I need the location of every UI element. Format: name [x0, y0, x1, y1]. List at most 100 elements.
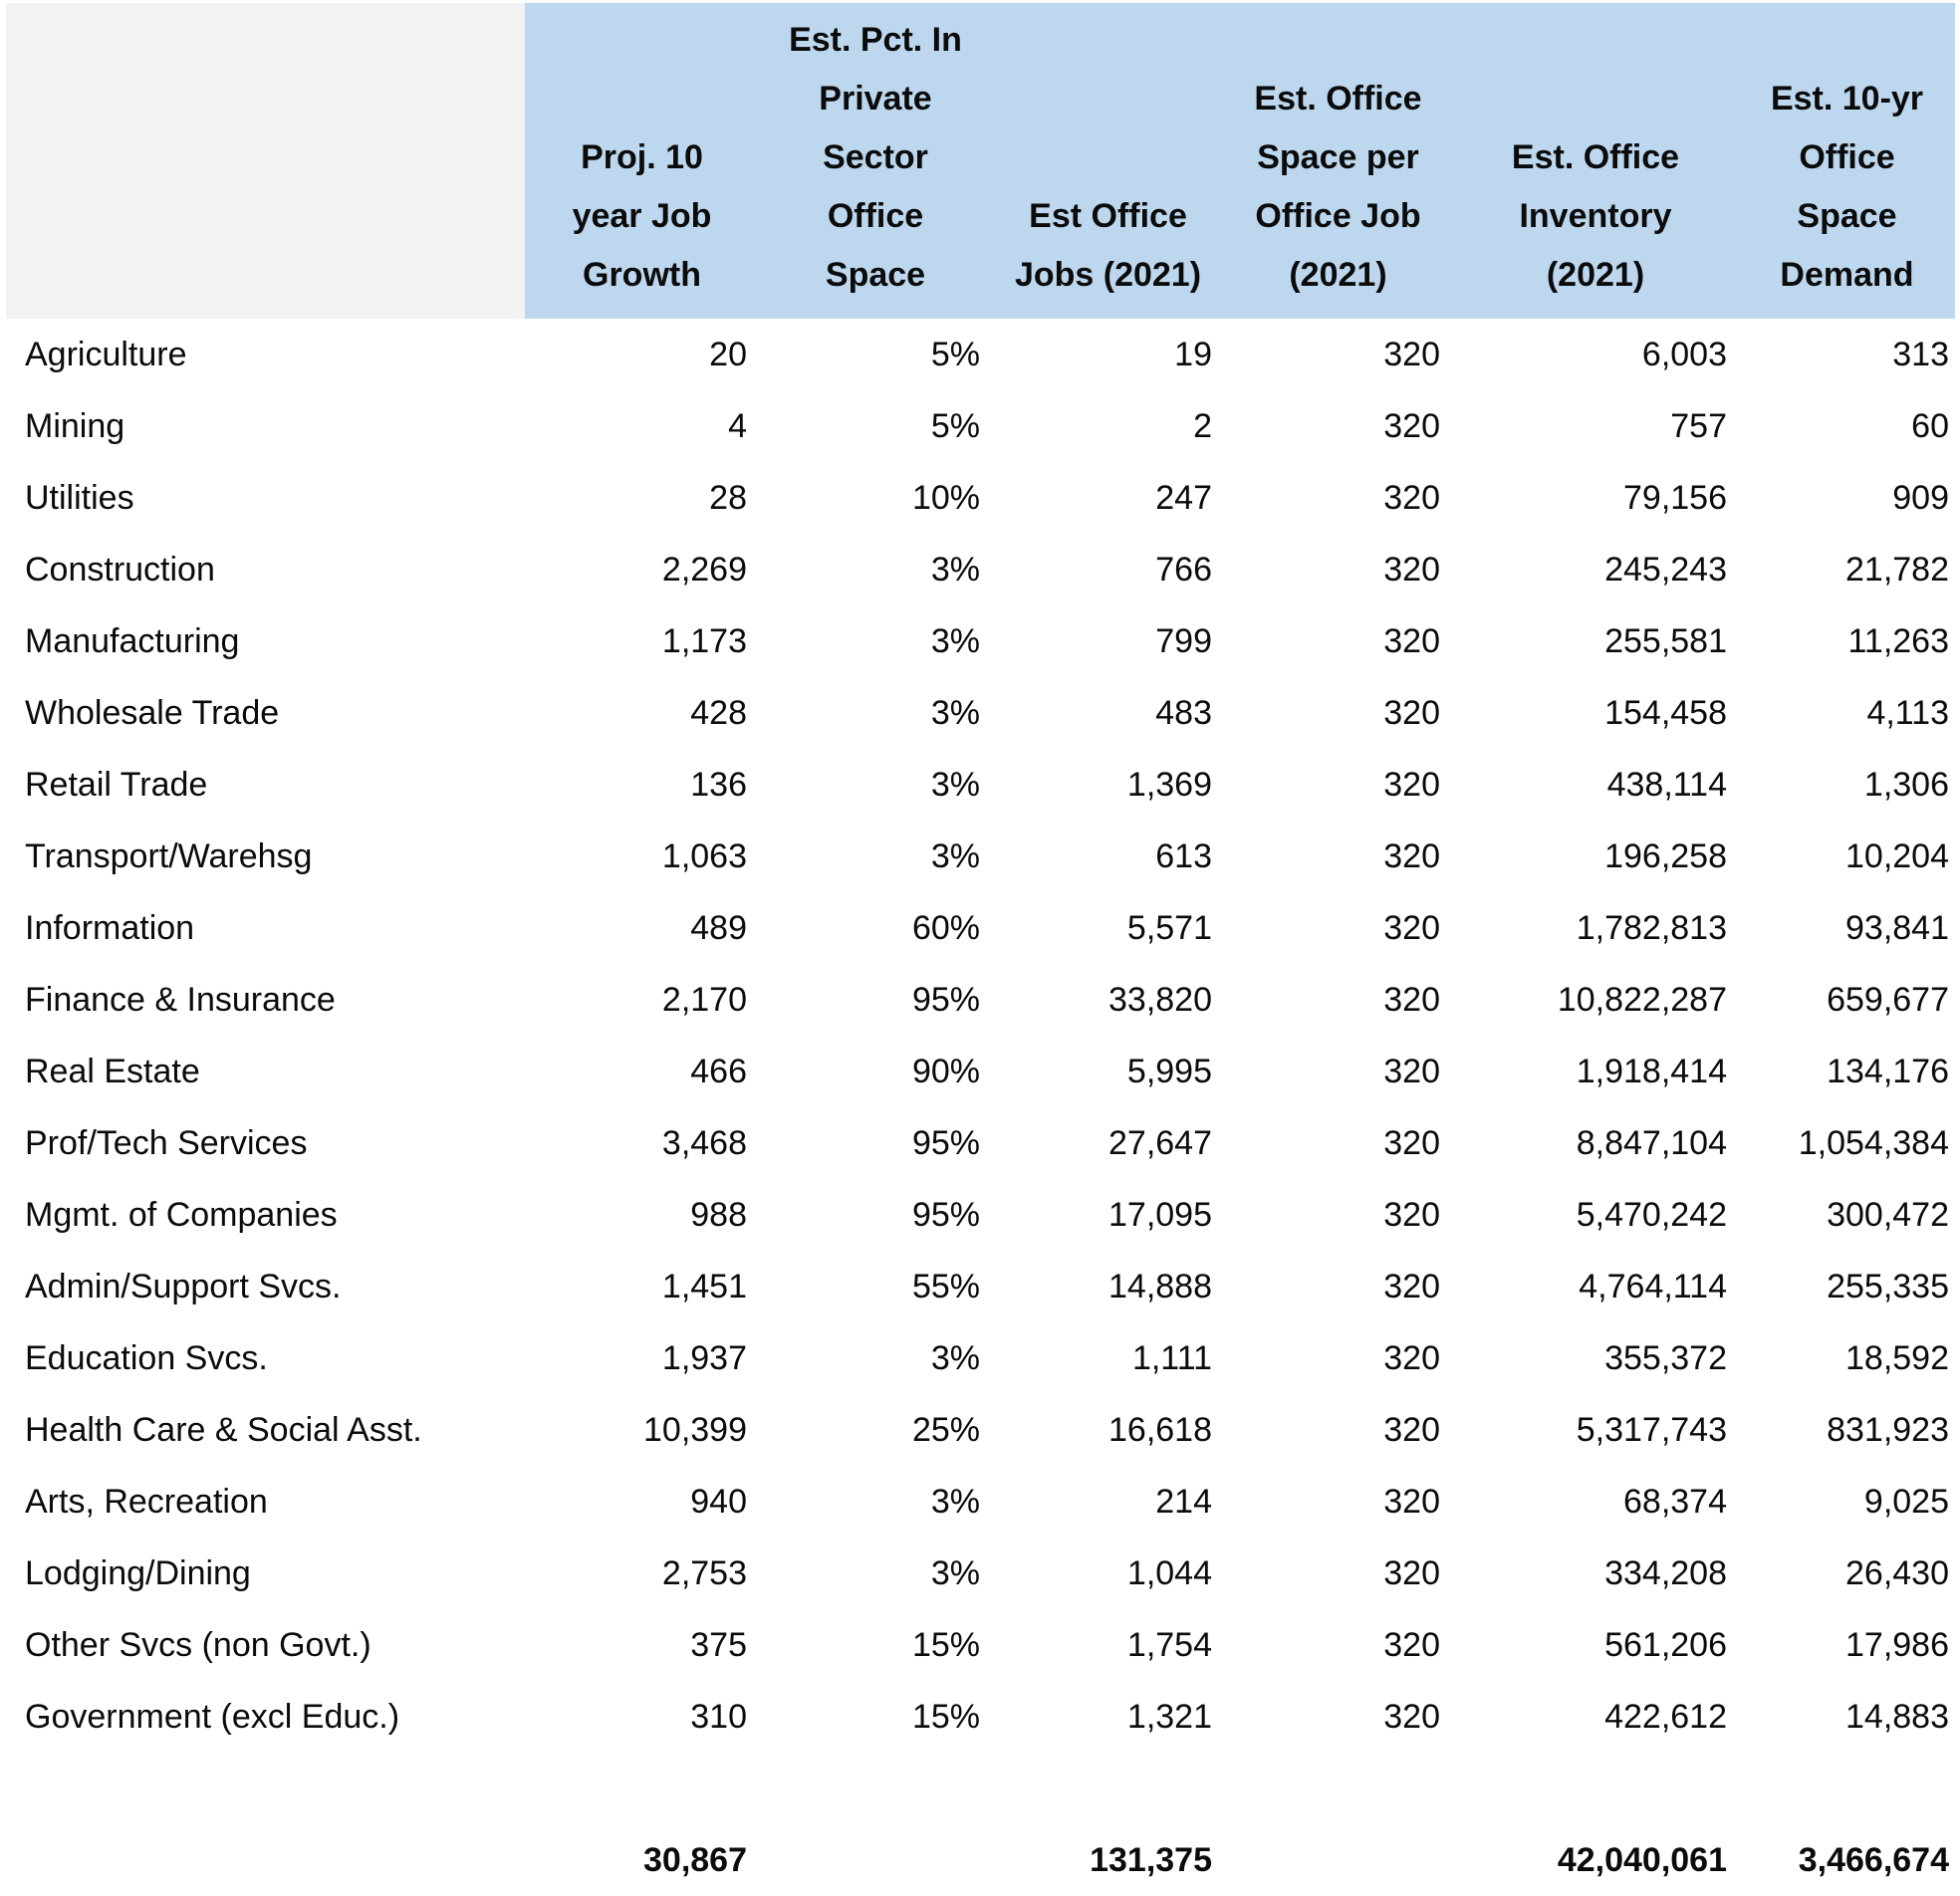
totals-row-inv: 42,040,061: [1557, 1840, 1727, 1879]
table-row-13-growth: 1,451: [661, 1267, 747, 1305]
table-row-19-inv: 422,612: [1604, 1697, 1727, 1736]
table-row-0-demand: 313: [1892, 335, 1949, 373]
table-row-15-demand: 831,923: [1827, 1410, 1949, 1449]
table-row-19: Government (excl Educ.) 310 15% 1,321 320 422…: [6, 1681, 1955, 1753]
table-row-19-label: Government (excl Educ.): [25, 1697, 400, 1736]
table-row-13-demand: 255,335: [1827, 1267, 1949, 1305]
table-row-17-label: Lodging/Dining: [25, 1553, 251, 1592]
table-row-16-sqft: 320: [1383, 1482, 1440, 1521]
table-row-17-sqft: 320: [1383, 1553, 1440, 1592]
table-row-1-growth: 4: [728, 406, 747, 445]
table-row-0-jobs: 19: [1174, 335, 1212, 373]
table-row-5-inv: 154,458: [1604, 693, 1727, 732]
table-row-18-sqft: 320: [1383, 1625, 1440, 1664]
table-row-18-growth: 375: [690, 1625, 747, 1664]
table-row-9-jobs: 33,820: [1108, 980, 1212, 1019]
table-row-12: Mgmt. of Companies 988 95% 17,095 320 5,470,2…: [6, 1179, 1955, 1251]
table-row-7-growth: 1,063: [661, 836, 747, 875]
table-row-6-demand: 1,306: [1863, 765, 1949, 804]
table-row-19-growth: 310: [690, 1697, 747, 1736]
table-row-9-demand: 659,677: [1827, 980, 1949, 1019]
table-row-11-sqft: 320: [1383, 1123, 1440, 1162]
table-row-8-sqft: 320: [1383, 908, 1440, 947]
table-row-1-label: Mining: [25, 406, 125, 445]
table-row-18: Other Svcs (non Govt.) 375 15% 1,754 320 561,…: [6, 1609, 1955, 1681]
table-row-4-jobs: 799: [1155, 621, 1212, 660]
table-row-16-inv: 68,374: [1623, 1482, 1727, 1521]
table-row-11-pct: 95%: [911, 1123, 980, 1162]
table-row-9: Finance & Insurance 2,170 95% 33,820 320 10,8…: [6, 964, 1955, 1036]
table-row-15-jobs: 16,618: [1108, 1410, 1212, 1449]
table-row-2: Utilities 28 10% 247 320 79,156 909: [6, 462, 1955, 534]
table-row-13-sqft: 320: [1383, 1267, 1440, 1305]
table-row-5-jobs: 483: [1155, 693, 1212, 732]
table-row-14-jobs: 1,111: [1131, 1338, 1212, 1377]
table-row-9-sqft: 320: [1383, 980, 1440, 1019]
spacer-cell: [1224, 1753, 1452, 1824]
table-row-6-inv: 438,114: [1606, 765, 1727, 804]
column-header-sqft: Est. Office Space per Office Job (2021): [1224, 3, 1452, 319]
table-row-3-label: Construction: [25, 550, 215, 589]
table-row-3-growth: 2,269: [661, 550, 747, 589]
column-header-demand: Est. 10-yr Office Space Demand: [1739, 3, 1955, 319]
table-row-15-pct: 25%: [911, 1410, 980, 1449]
table-row-19-jobs: 1,321: [1126, 1697, 1212, 1736]
table-row-5-growth: 428: [690, 693, 747, 732]
table-row-4-demand: 11,263: [1847, 621, 1949, 660]
table-row-2-inv: 79,156: [1623, 478, 1727, 517]
spacer-cell: [759, 1753, 992, 1824]
table-row-5-demand: 4,113: [1866, 693, 1949, 732]
table-header: Proj. 10 year Job Growth Est. Pct. In Pri…: [6, 3, 1955, 319]
table-row-17: Lodging/Dining 2,753 3% 1,044 320 334,208 26,4…: [6, 1538, 1955, 1609]
table-row-1-inv: 757: [1670, 406, 1727, 445]
table-row-0-inv: 6,003: [1641, 335, 1727, 373]
table-row-3-inv: 245,243: [1604, 550, 1727, 589]
spacer-row: [6, 1753, 1955, 1824]
table-row-2-label: Utilities: [25, 478, 134, 517]
table-row-13-inv: 4,764,114: [1579, 1267, 1727, 1305]
table-row-12-demand: 300,472: [1827, 1195, 1949, 1234]
table-row-6: Retail Trade 136 3% 1,369 320 438,114 1,306: [6, 749, 1955, 821]
table-row-8-jobs: 5,571: [1126, 908, 1212, 947]
table-row-8-demand: 93,841: [1845, 908, 1949, 947]
column-header-growth: Proj. 10 year Job Growth: [525, 3, 759, 319]
table-row-5-label: Wholesale Trade: [25, 693, 280, 732]
table-row-1-jobs: 2: [1193, 406, 1212, 445]
table-row-12-label: Mgmt. of Companies: [25, 1195, 338, 1234]
table-row-17-jobs: 1,044: [1126, 1553, 1212, 1592]
table-row-1: Mining 4 5% 2 320 757 60: [6, 390, 1955, 462]
table-row-4-pct: 3%: [930, 621, 980, 660]
table-row-15-growth: 10,399: [643, 1410, 747, 1449]
table-row-18-demand: 17,986: [1845, 1625, 1949, 1664]
table-row-6-pct: 3%: [930, 765, 980, 804]
table-row-14-growth: 1,937: [661, 1338, 747, 1377]
table-row-4-sqft: 320: [1383, 621, 1440, 660]
table-row-18-jobs: 1,754: [1126, 1625, 1212, 1664]
table-row-12-jobs: 17,095: [1108, 1195, 1212, 1234]
table-row-15-inv: 5,317,743: [1576, 1410, 1727, 1449]
table-row-9-growth: 2,170: [661, 980, 747, 1019]
table-row-3-demand: 21,782: [1845, 550, 1949, 589]
table-row-1-pct: 5%: [930, 406, 980, 445]
table-row-7-sqft: 320: [1383, 836, 1440, 875]
table-row-6-sqft: 320: [1383, 765, 1440, 804]
table-row-8: Information 489 60% 5,571 320 1,782,813 93,841: [6, 892, 1955, 964]
table-row-13-jobs: 14,888: [1108, 1267, 1212, 1305]
office-demand-table: Proj. 10 year Job Growth Est. Pct. In Pri…: [6, 3, 1955, 1896]
table-row-13-pct: 55%: [911, 1267, 980, 1305]
table-row-7-demand: 10,204: [1845, 836, 1949, 875]
table-row-9-pct: 95%: [911, 980, 980, 1019]
table-row-8-growth: 489: [690, 908, 747, 947]
table-row-3-sqft: 320: [1383, 550, 1440, 589]
table-row-12-inv: 5,470,242: [1576, 1195, 1727, 1234]
table-row-1-demand: 60: [1911, 406, 1949, 445]
table-row-7: Transport/Warehsg 1,063 3% 613 320 196,258 10,…: [6, 821, 1955, 892]
totals-row-pct: [759, 1824, 992, 1896]
table-row-2-sqft: 320: [1383, 478, 1440, 517]
table-row-0-label: Agriculture: [25, 335, 187, 373]
table-row-16-demand: 9,025: [1863, 1482, 1949, 1521]
table-row-5-sqft: 320: [1383, 693, 1440, 732]
table-row-11-growth: 3,468: [661, 1123, 747, 1162]
totals-row-sqft: [1224, 1824, 1452, 1896]
spacer-cell: [1739, 1753, 1955, 1824]
